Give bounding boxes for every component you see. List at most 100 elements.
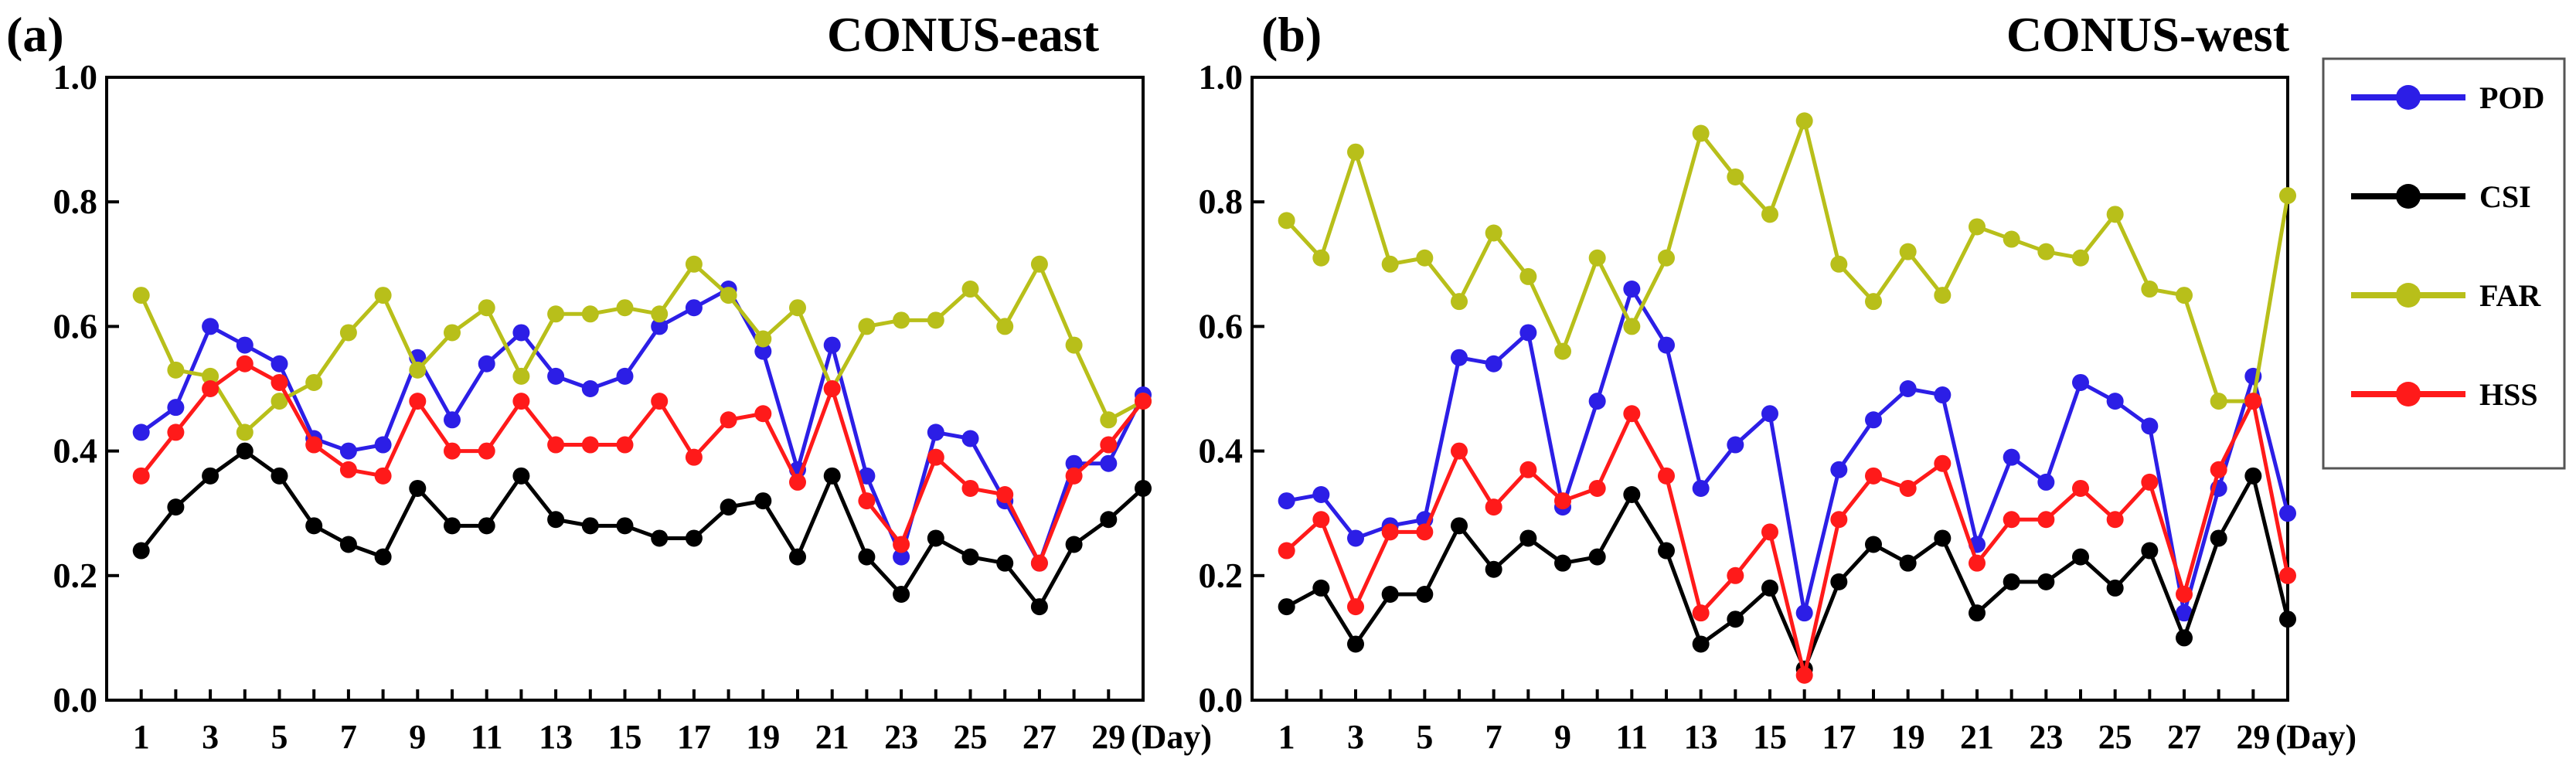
- x-tick-label: 15: [608, 718, 642, 756]
- data-point-csi: [1519, 529, 1537, 547]
- data-point-hss: [547, 436, 565, 454]
- data-point-pod: [547, 367, 565, 385]
- data-point-csi: [789, 548, 806, 566]
- data-point-hss: [858, 492, 876, 510]
- data-point-pod: [1100, 454, 1118, 472]
- data-point-csi: [581, 517, 599, 535]
- data-point-hss: [2003, 511, 2020, 529]
- data-point-csi: [132, 542, 150, 560]
- data-point-csi: [893, 585, 910, 603]
- data-point-pod: [2106, 393, 2124, 410]
- legend-swatch-marker: [2396, 184, 2421, 209]
- x-tick-label: 21: [815, 718, 849, 756]
- data-point-far: [1451, 293, 1468, 311]
- data-point-pod: [2141, 417, 2159, 435]
- x-tick-label: 19: [746, 718, 780, 756]
- x-tick-label: 9: [409, 718, 426, 756]
- data-point-hss: [1485, 498, 1502, 516]
- series-far: [1278, 112, 2296, 410]
- data-point-pod: [1658, 336, 1675, 354]
- x-tick-label: 1: [133, 718, 150, 756]
- data-point-csi: [1899, 554, 1917, 572]
- data-point-far: [858, 318, 876, 335]
- data-point-far: [167, 361, 185, 379]
- data-point-csi: [2210, 529, 2227, 547]
- data-point-pod: [616, 367, 634, 385]
- legend-label-csi: CSI: [2479, 179, 2531, 214]
- x-axis-label: (Day): [2275, 718, 2357, 756]
- data-point-far: [374, 287, 392, 304]
- data-point-csi: [547, 511, 565, 529]
- data-point-far: [444, 324, 461, 342]
- x-tick-label: 11: [471, 718, 503, 756]
- data-point-pod: [2003, 448, 2020, 466]
- data-point-hss: [1727, 566, 1744, 584]
- data-point-far: [1100, 411, 1118, 429]
- data-point-pod: [1623, 281, 1641, 298]
- data-point-hss: [409, 393, 427, 410]
- y-tick-label: 0.6: [1199, 306, 1244, 345]
- data-point-csi: [2072, 548, 2089, 566]
- x-tick-label: 25: [954, 718, 988, 756]
- data-point-hss: [1278, 542, 1295, 560]
- y-tick-label: 0.0: [1199, 680, 1244, 719]
- data-point-far: [2106, 206, 2124, 223]
- data-point-csi: [374, 548, 392, 566]
- x-tick-label: 3: [202, 718, 219, 756]
- panel-title: CONUS-west: [2006, 7, 2290, 62]
- data-point-pod: [1795, 604, 1813, 622]
- legend-label-pod: POD: [2479, 80, 2544, 115]
- data-point-csi: [1381, 585, 1399, 603]
- data-point-csi: [1030, 598, 1048, 616]
- legend-box: [2322, 57, 2566, 470]
- data-point-far: [1934, 287, 1952, 304]
- data-point-far: [651, 305, 669, 323]
- y-tick-label: 0.8: [53, 182, 98, 221]
- data-point-hss: [1135, 393, 1152, 410]
- x-tick-label: 23: [2029, 718, 2063, 756]
- data-point-hss: [685, 448, 703, 466]
- data-point-hss: [2106, 511, 2124, 529]
- data-point-csi: [858, 548, 876, 566]
- x-tick-label: 1: [1278, 718, 1295, 756]
- data-point-hss: [996, 486, 1014, 504]
- data-point-far: [1278, 212, 1295, 230]
- data-point-pod: [2072, 373, 2089, 391]
- data-point-csi: [1278, 598, 1295, 616]
- data-point-csi: [2106, 579, 2124, 597]
- data-point-csi: [823, 467, 841, 485]
- data-point-csi: [1065, 536, 1083, 553]
- series-line-csi: [139, 449, 1145, 609]
- data-point-hss: [2210, 461, 2227, 478]
- data-point-csi: [409, 479, 427, 497]
- data-point-pod: [685, 299, 703, 317]
- data-point-csi: [202, 467, 219, 485]
- data-point-hss: [1416, 523, 1434, 541]
- data-point-hss: [2279, 566, 2296, 584]
- data-point-hss: [512, 393, 530, 410]
- data-point-csi: [1416, 585, 1434, 603]
- series-line-far: [1285, 118, 2290, 403]
- data-point-csi: [271, 467, 288, 485]
- data-point-pod: [581, 380, 599, 397]
- data-point-csi: [2176, 629, 2193, 647]
- data-point-hss: [961, 479, 979, 497]
- x-tick-label: 3: [1347, 718, 1364, 756]
- data-point-hss: [1865, 467, 1882, 485]
- data-point-far: [1658, 249, 1675, 267]
- data-point-far: [961, 281, 979, 298]
- plot-frame: [1251, 76, 2289, 702]
- x-tick-label: 17: [677, 718, 711, 756]
- data-point-far: [2141, 281, 2159, 298]
- y-tick-label: 0.4: [1199, 431, 1244, 471]
- data-point-far: [1865, 293, 1882, 311]
- data-point-csi: [444, 517, 461, 535]
- data-point-pod: [2037, 473, 2055, 491]
- data-point-hss: [2072, 479, 2089, 497]
- y-tick-label: 0.2: [53, 556, 98, 595]
- data-point-hss: [1623, 405, 1641, 423]
- data-point-hss: [1312, 511, 1330, 529]
- data-point-csi: [305, 517, 323, 535]
- data-point-csi: [1312, 579, 1330, 597]
